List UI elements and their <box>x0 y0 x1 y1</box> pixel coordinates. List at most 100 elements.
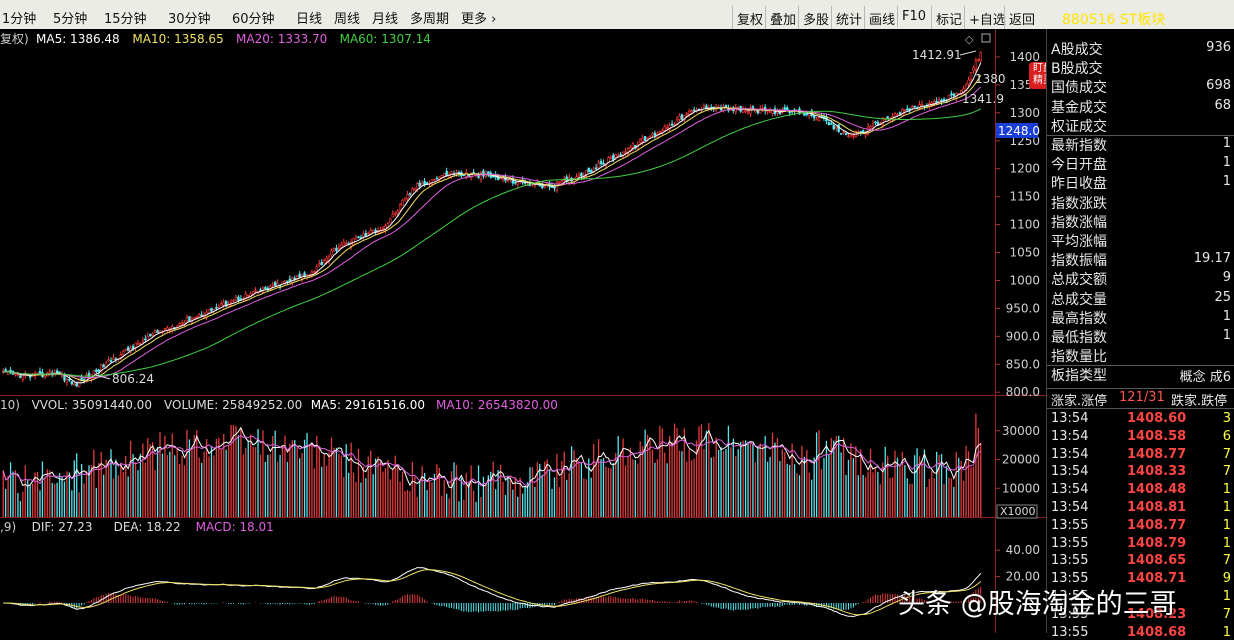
price-tick-label: 850.0 <box>1006 357 1040 371</box>
candle-body <box>472 171 475 174</box>
toolbar-button-2[interactable]: 多股 <box>798 6 829 31</box>
candle-body <box>942 98 946 101</box>
tick-volume: 1 <box>1222 482 1231 498</box>
candle-body <box>178 323 181 326</box>
stat-label: 最新指数 <box>1051 138 1107 154</box>
candle-body <box>418 182 421 187</box>
updown-value: 121/31 <box>1119 390 1165 405</box>
candle-body <box>646 137 649 140</box>
price-tick-label: 900.0 <box>1006 329 1040 343</box>
period-tab-3[interactable]: 30分钟 <box>168 12 211 27</box>
candle-body <box>315 266 319 272</box>
candle-body <box>590 170 593 173</box>
candle-body <box>195 315 198 318</box>
candle-body <box>835 126 838 129</box>
period-tab-9[interactable]: 更多 › <box>461 12 497 27</box>
candle-body <box>193 317 196 320</box>
toolbar-button-1[interactable]: 叠加 <box>765 6 796 31</box>
toolbar-button-7[interactable]: +自选 <box>964 6 1006 31</box>
candle-body <box>901 109 904 116</box>
tick-volume: 1 <box>1222 589 1231 604</box>
candle-body <box>354 237 358 240</box>
candle-body <box>124 348 127 351</box>
candle-body <box>541 185 544 189</box>
header-item: MA20: 1333.70 <box>236 32 327 46</box>
candle-body <box>16 374 20 376</box>
stat-value: 1 <box>1222 136 1231 151</box>
toolbar-button-8[interactable]: 返回 <box>1004 6 1035 31</box>
candle-body <box>156 330 159 334</box>
toolbar-button-3[interactable]: 统计 <box>831 6 862 31</box>
candle-body <box>322 260 326 264</box>
toolbar-button-6[interactable]: 标记 <box>931 6 962 31</box>
candle-body <box>335 248 338 252</box>
header-item: MA10: 1358.65 <box>132 32 223 46</box>
period-tab-6[interactable]: 周线 <box>334 12 361 27</box>
toolbar-button-0[interactable]: 复权 <box>732 6 763 31</box>
header-item: MA60: 1307.14 <box>340 32 431 46</box>
period-tab-8[interactable]: 多周期 <box>410 12 450 27</box>
period-tab-1[interactable]: 5分钟 <box>53 12 88 27</box>
tick-price: 1408.77 <box>1127 446 1187 462</box>
fq-label: 复权) <box>0 32 29 46</box>
header-item: VVOL: 35091440.00 <box>32 398 152 412</box>
stat-value: 9 <box>1222 270 1231 286</box>
candle-body <box>65 379 69 383</box>
candle-body <box>237 296 240 301</box>
candle-body <box>38 370 42 374</box>
candle-body <box>553 186 556 189</box>
candle-body <box>367 232 370 235</box>
ma-header: MA5: 1386.48 MA10: 1358.65 MA20: 1333.70 MA… <box>36 32 431 46</box>
stat-label: 最低指数 <box>1051 330 1107 346</box>
candle-body <box>394 212 397 215</box>
toolbar-button-5[interactable]: F10 <box>897 6 926 27</box>
candle-body <box>788 111 791 114</box>
candle-body <box>420 182 424 186</box>
candle-body <box>768 110 772 114</box>
stat-value: 25 <box>1214 289 1231 305</box>
period-tab-2[interactable]: 15分钟 <box>104 12 147 27</box>
candle-body <box>210 307 213 312</box>
candle-body <box>866 126 870 135</box>
candle-body <box>558 181 561 184</box>
tick-time: 13:54 <box>1051 500 1089 515</box>
candle-body <box>163 328 167 331</box>
high-annotation: 1412.91 <box>912 48 962 62</box>
stat-value: 概念 成6 <box>1179 370 1231 386</box>
candle-body <box>70 381 74 385</box>
period-tab-4[interactable]: 60分钟 <box>232 12 275 27</box>
candle-body <box>136 342 140 345</box>
stat-label: 权证成交 <box>1051 118 1107 135</box>
stat-label: 板指类型 <box>1051 368 1107 385</box>
candle-body <box>972 67 975 71</box>
period-tab-0[interactable]: 1分钟 <box>2 12 37 27</box>
candle-body <box>232 300 235 302</box>
candle-body <box>408 193 412 195</box>
stat-value: 19.17 <box>1193 251 1231 267</box>
low-annotation: 806.24 <box>112 372 154 386</box>
candle-body <box>602 162 605 165</box>
toolbar-button-4[interactable]: 画线 <box>864 6 895 31</box>
candle-body <box>224 300 228 307</box>
macd-tick-label: 40.00 <box>1006 543 1040 557</box>
period-tab-5[interactable]: 日线 <box>296 12 323 27</box>
tick-price: 1408.65 <box>1127 553 1187 569</box>
header-item: VOLUME: 25849252.00 <box>164 398 302 412</box>
candle-body <box>673 123 676 126</box>
candle-body <box>580 172 583 177</box>
candle-body <box>371 230 375 233</box>
kline-chart[interactable]: 140013501300125012001150110010501000950.… <box>0 29 1046 633</box>
candle-body <box>398 204 402 211</box>
stat-label: 指数涨跌 <box>1051 195 1107 212</box>
window-icon[interactable] <box>981 33 991 43</box>
volume-ma-lines <box>2 426 982 489</box>
candle-body <box>330 250 333 256</box>
price-tick-label: 1200 <box>1009 162 1040 176</box>
candle-body <box>903 109 907 111</box>
candle-body <box>886 116 889 120</box>
diamond-icon[interactable]: ◇ <box>965 33 974 46</box>
period-tab-7[interactable]: 月线 <box>372 12 399 27</box>
header-item: MA10: 26543820.00 <box>436 398 558 412</box>
candle-body <box>805 113 809 115</box>
candle-body <box>296 275 299 280</box>
